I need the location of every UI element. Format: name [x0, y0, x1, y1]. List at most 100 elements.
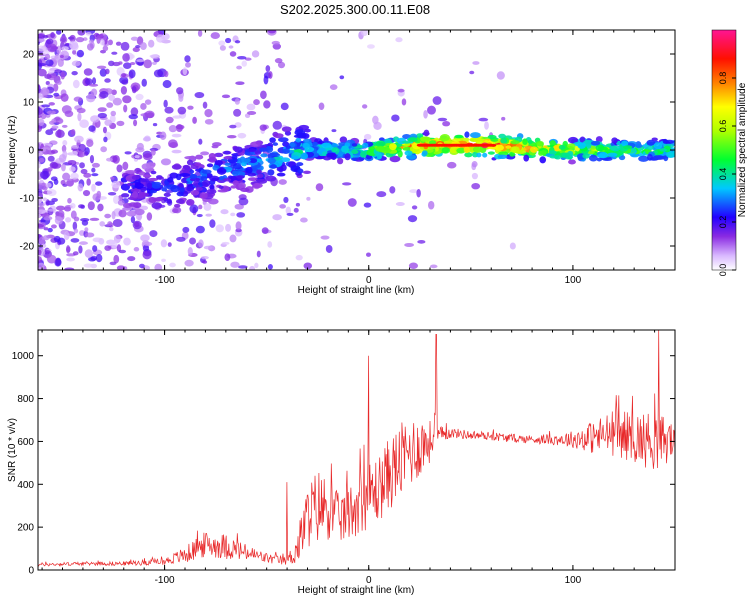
- spectrogram-cell: [539, 156, 547, 164]
- spectrogram-cell: [397, 88, 405, 93]
- spectrogram-cell: [296, 162, 304, 167]
- spectrogram-cell: [65, 217, 72, 223]
- spectrogram-cell: [241, 162, 247, 167]
- spectrogram-cell: [83, 68, 93, 76]
- spectrogram-cell: [281, 126, 292, 133]
- spectrogram-cell: [237, 265, 248, 269]
- spectrogram-cell: [103, 136, 108, 143]
- spectrogram-cell: [91, 173, 99, 177]
- spectrogram-cell: [149, 54, 159, 58]
- spectrogram-cell: [302, 138, 312, 143]
- spectrogram-cell: [38, 256, 43, 264]
- spectrogram-cell: [41, 88, 50, 96]
- spectrogram-cell: [140, 42, 147, 50]
- spectrogram-cell: [427, 105, 436, 115]
- spectrogram-cell: [46, 38, 54, 45]
- spectrogram-cell: [54, 69, 63, 74]
- spectrogram-cell: [45, 199, 50, 206]
- spectrogram-cell: [124, 151, 132, 155]
- spectrogram-cell: [646, 139, 655, 146]
- spectrogram-cell: [97, 107, 107, 112]
- spectrogram-cell: [186, 159, 194, 166]
- colorbar-label: Normalized spectral amplitude: [737, 82, 748, 217]
- spectrogram-marks: [38, 30, 675, 270]
- spectrogram-cell: [330, 153, 337, 160]
- spectrogram-cell: [360, 30, 368, 37]
- spectrogram-cell: [283, 196, 289, 204]
- spectrogram-cell: [48, 102, 55, 106]
- spectrogram-cell: [102, 126, 107, 134]
- spectrogram-cell: [265, 175, 277, 182]
- spectrogram-cell: [154, 263, 163, 270]
- spectrogram-cell: [111, 211, 116, 220]
- spectrogram-cell: [80, 168, 88, 175]
- spectrogram-cell: [123, 104, 128, 113]
- spectrogram-cell: [59, 35, 68, 44]
- spectrogram-cell: [263, 75, 269, 85]
- spectrogram-cell: [315, 183, 324, 192]
- spectrogram-cell: [120, 86, 128, 95]
- spectrogram-cell: [106, 102, 114, 108]
- spectrogram-cell: [142, 241, 153, 247]
- spectrogram-cell: [251, 50, 260, 58]
- spectrogram-cell: [231, 155, 238, 160]
- spectrogram-cell: [134, 208, 145, 216]
- spectrogram-cell: [236, 65, 243, 70]
- spectrogram-cell: [318, 140, 325, 144]
- spectrogram-cell: [177, 106, 187, 115]
- snr-plot-area: [38, 330, 675, 567]
- spectrogram-cell: [429, 140, 437, 145]
- spectrogram-cell: [261, 227, 269, 235]
- spectrogram-cell: [135, 45, 141, 49]
- spectrogram-cell: [74, 135, 84, 143]
- spectrogram-cell: [549, 155, 557, 159]
- spectrogram-xtick-label: 0: [366, 275, 372, 286]
- spectrogram-cell: [498, 133, 507, 139]
- spectrogram-cell: [112, 218, 123, 228]
- spectrogram-cell: [38, 125, 42, 130]
- spectrogram-cell: [176, 87, 184, 95]
- spectrogram-cell: [404, 150, 413, 156]
- spectrogram-cell: [122, 95, 132, 104]
- spectrogram-cell: [228, 45, 234, 49]
- spectrogram-cell: [304, 146, 315, 153]
- spectrogram-cell: [110, 176, 115, 180]
- spectrogram-cell: [494, 144, 504, 151]
- spectrogram-cell: [295, 202, 300, 207]
- spectrogram-cell: [548, 150, 557, 155]
- spectrogram-cell: [232, 146, 240, 152]
- spectrogram-cell: [540, 150, 547, 156]
- spectrogram-cell: [148, 177, 159, 182]
- spectrogram-cell: [653, 155, 664, 160]
- spectrogram-cell: [267, 157, 276, 164]
- spectrogram-cell: [224, 162, 231, 166]
- spectrogram-cell: [207, 198, 219, 205]
- spectrogram-cell: [182, 165, 191, 170]
- spectrogram-cell: [79, 162, 85, 169]
- spectrogram-cell: [194, 91, 205, 99]
- spectrogram-cell: [104, 78, 111, 83]
- spectrogram-cell: [229, 234, 237, 243]
- spectrogram-cell: [241, 60, 248, 67]
- spectrogram-cell: [522, 138, 528, 145]
- spectrogram-cell: [106, 157, 113, 162]
- spectrogram-cell: [69, 34, 76, 43]
- spectrogram-cell: [189, 173, 198, 179]
- spectrogram-cell: [69, 166, 76, 172]
- spectrogram-cell: [78, 204, 85, 209]
- spectrogram-cell: [295, 137, 302, 143]
- spectrogram-cell: [257, 173, 264, 178]
- spectrogram-cell: [71, 150, 78, 156]
- spectrogram-cell: [184, 155, 196, 160]
- spectrogram-cell: [160, 239, 168, 248]
- spectrogram-cell: [295, 254, 303, 261]
- spectrogram-xtick-label: -100: [155, 275, 175, 286]
- spectrogram-cell: [300, 217, 308, 223]
- spectrogram-cell: [96, 34, 101, 44]
- spectrogram-cell: [128, 114, 138, 120]
- spectrogram-cell: [46, 110, 56, 115]
- spectrogram-cell: [454, 134, 464, 139]
- spectrogram-cell: [71, 70, 78, 76]
- spectrogram-cell: [471, 183, 481, 190]
- spectrogram-cell: [144, 99, 152, 105]
